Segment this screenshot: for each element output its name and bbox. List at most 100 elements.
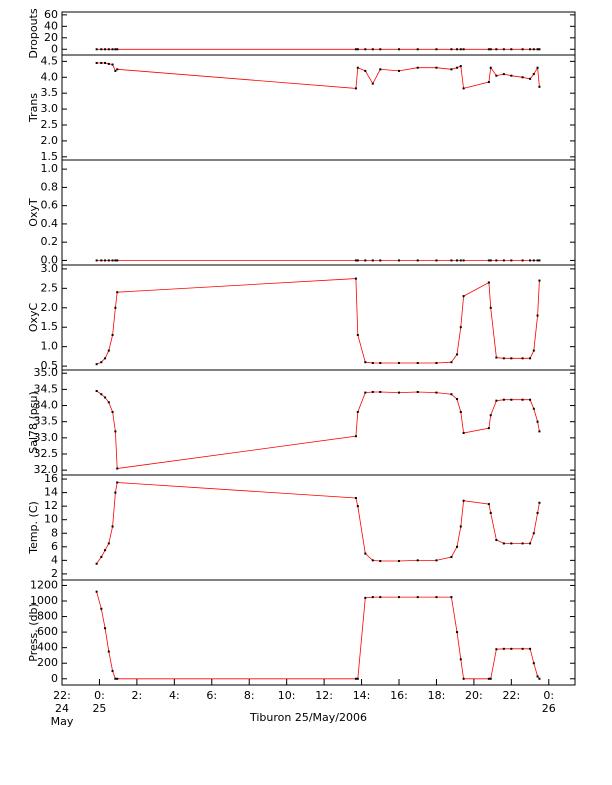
y-tick-label: 200 <box>37 656 58 669</box>
data-point <box>529 542 532 545</box>
y-tick-label: 600 <box>37 625 58 638</box>
data-point <box>416 66 419 69</box>
y-tick-label: 16 <box>44 472 58 485</box>
y-tick-label: 60 <box>44 8 58 21</box>
y-tick-label: 2.5 <box>41 118 59 131</box>
data-point <box>456 398 459 401</box>
x-tick-label: 2: <box>131 689 143 702</box>
data-point <box>450 555 453 558</box>
data-point <box>111 525 114 528</box>
data-point <box>100 48 103 51</box>
data-point <box>459 658 462 661</box>
data-point <box>100 259 103 262</box>
y-tick-label: 2.0 <box>41 134 59 147</box>
data-point <box>495 74 498 77</box>
data-point <box>379 362 382 364</box>
data-point <box>462 432 465 434</box>
y-tick-label: 1000 <box>30 594 58 607</box>
data-point <box>536 314 539 317</box>
data-point <box>364 48 367 51</box>
data-point <box>116 481 119 484</box>
data-point <box>356 259 359 262</box>
data-point <box>107 259 110 262</box>
y-tick-label: 0.4 <box>41 217 59 230</box>
data-line <box>96 278 540 365</box>
data-point <box>95 390 98 392</box>
x-tick-label: 4: <box>168 689 180 702</box>
data-point <box>114 48 117 51</box>
data-point <box>459 411 462 413</box>
data-point <box>502 647 505 650</box>
data-point <box>356 677 359 680</box>
data-point <box>116 48 119 51</box>
data-point <box>116 68 119 71</box>
y-axis-label: OxyC <box>27 303 40 333</box>
data-point <box>462 677 465 680</box>
data-point <box>487 281 490 284</box>
data-point <box>398 259 401 262</box>
data-point <box>529 48 532 51</box>
data-point <box>416 559 419 562</box>
data-point <box>416 48 419 51</box>
data-point <box>456 353 459 356</box>
data-point <box>435 48 438 51</box>
y-tick-label: 0.5 <box>41 359 59 372</box>
y-tick-label: 33.0 <box>34 431 59 444</box>
y-tick-label: 20 <box>44 31 58 44</box>
y-tick-label: 4.5 <box>41 54 59 67</box>
data-point <box>354 259 357 262</box>
data-point <box>489 66 492 69</box>
data-point <box>116 259 119 262</box>
data-point <box>529 647 532 650</box>
data-point <box>538 279 541 282</box>
data-point <box>107 542 110 545</box>
data-point <box>495 259 498 262</box>
y-tick-label: 40 <box>44 19 58 32</box>
data-point <box>371 48 374 51</box>
data-point <box>100 393 103 396</box>
data-point <box>364 69 367 72</box>
data-point <box>379 560 382 563</box>
data-point <box>487 48 490 51</box>
data-point <box>459 326 462 329</box>
data-point <box>450 259 453 262</box>
data-point <box>495 648 498 651</box>
y-tick-label: 0.2 <box>41 235 59 248</box>
data-point <box>354 87 357 90</box>
data-point <box>487 427 490 430</box>
data-point <box>114 430 117 433</box>
data-point <box>111 411 114 413</box>
data-point <box>456 545 459 548</box>
data-point <box>462 295 465 298</box>
data-point <box>532 48 535 51</box>
x-tick-label: 0: 25 <box>92 689 107 715</box>
data-point <box>435 259 438 262</box>
data-point <box>379 596 382 599</box>
data-point <box>435 559 438 562</box>
data-point <box>364 259 367 262</box>
data-point <box>379 259 382 262</box>
data-point <box>459 65 462 68</box>
data-point <box>538 259 541 262</box>
data-point <box>111 259 114 262</box>
data-point <box>116 467 119 470</box>
x-tick-label: 16: <box>390 689 408 702</box>
data-point <box>356 505 359 508</box>
y-tick-label: 6 <box>51 540 58 553</box>
data-point <box>364 361 367 364</box>
data-point <box>107 62 110 65</box>
y-tick-label: 3.0 <box>41 102 59 115</box>
y-tick-label: 1.0 <box>41 162 59 175</box>
data-point <box>398 69 401 72</box>
data-point <box>114 677 117 680</box>
data-point <box>398 362 401 364</box>
data-point <box>487 503 490 506</box>
data-point <box>521 357 524 360</box>
data-point <box>521 259 524 262</box>
data-point <box>487 259 490 262</box>
data-point <box>114 69 117 72</box>
data-point <box>111 334 114 336</box>
data-point <box>462 48 465 51</box>
y-tick-label: 12 <box>44 499 58 512</box>
